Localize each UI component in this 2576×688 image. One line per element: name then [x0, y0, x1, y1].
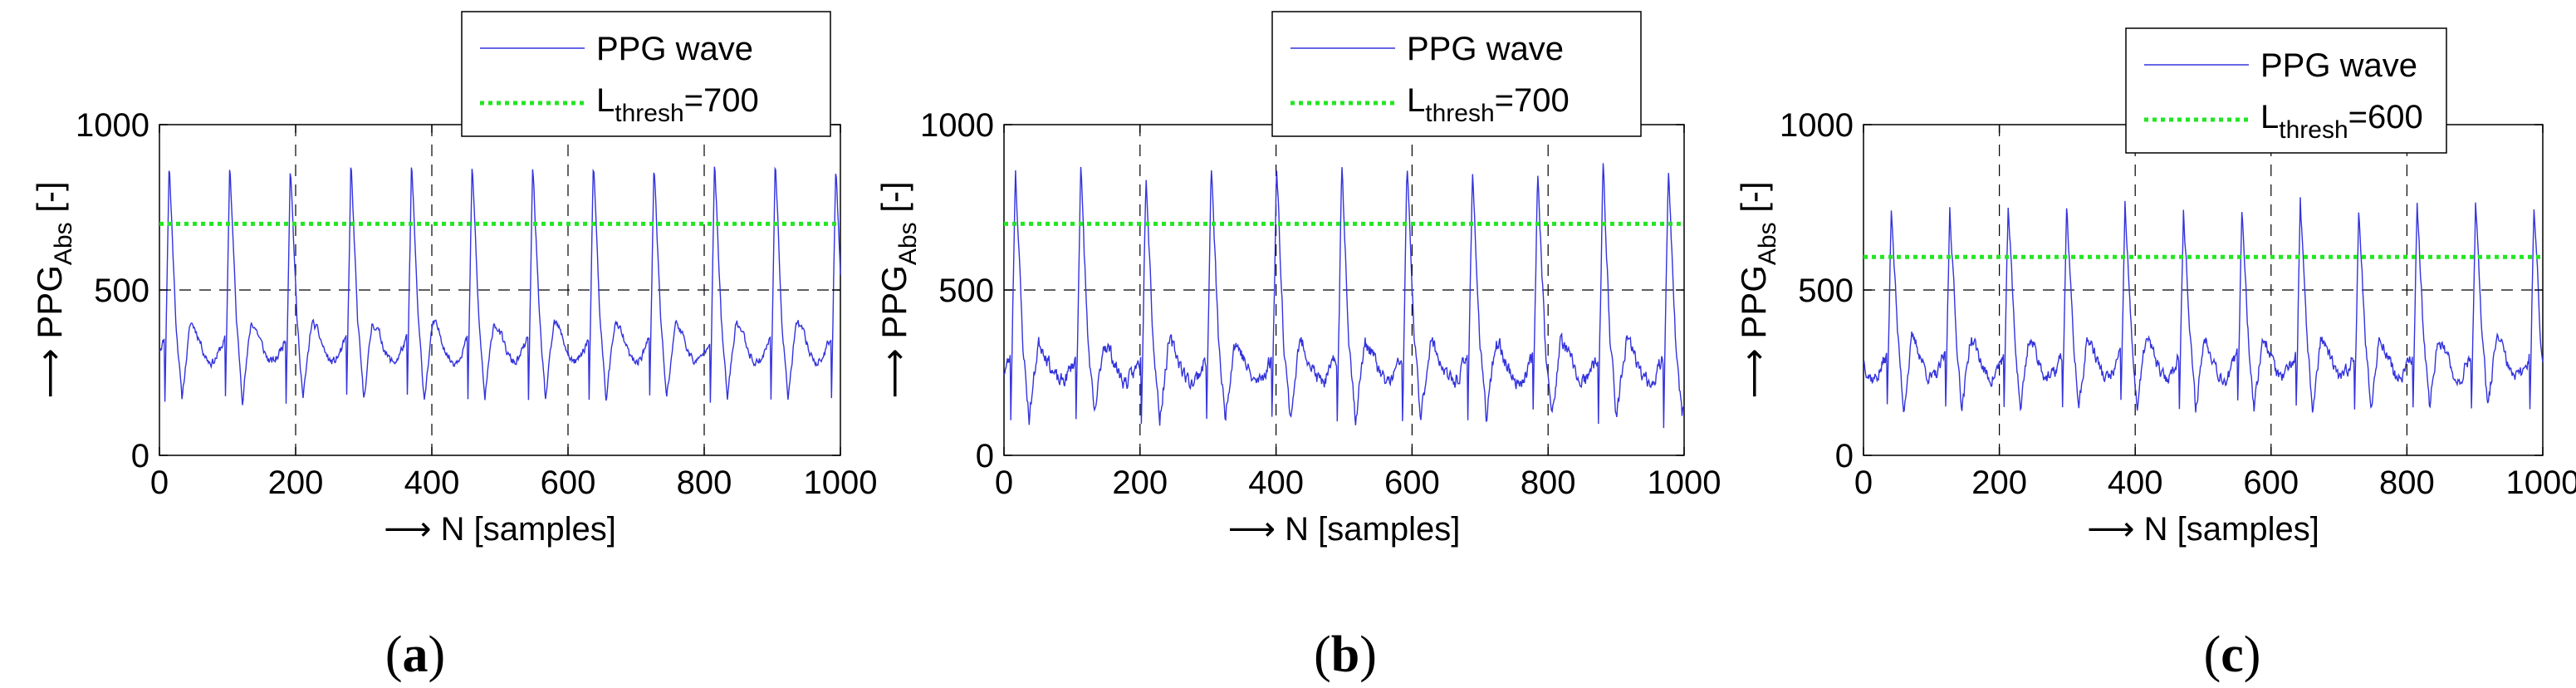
y-tick-label: 1000: [920, 107, 994, 144]
y-tick-label: 0: [131, 438, 149, 474]
ppg-wave-line: [1003, 163, 1685, 429]
x-tick-label: 0: [1854, 464, 1873, 501]
y-axis-label: ⟶ PPGAbs [-]: [30, 181, 77, 398]
y-tick-label: 500: [1798, 273, 1854, 309]
panel-label-open: (: [2204, 627, 2221, 683]
y-axis-label-subscript: Abs: [894, 222, 922, 265]
legend-box: [461, 11, 831, 137]
legend-threshold-subscript: thresh: [2279, 116, 2348, 144]
legend-threshold-subscript: thresh: [615, 100, 683, 127]
x-axis-label: ⟶ N [samples]: [1228, 511, 1461, 548]
panel-label-c: (c): [2204, 627, 2261, 683]
ppg-wave-line: [1863, 197, 2544, 413]
ppg-wave-line: [159, 166, 841, 405]
panel-label-b: (b): [1314, 627, 1377, 683]
x-tick-label: 0: [150, 464, 169, 501]
y-axis-label-main: PPG: [1734, 265, 1773, 339]
x-tick-label: 1000: [1648, 464, 1721, 501]
legend-wave-label: PPG wave: [1407, 31, 1564, 67]
y-axis-label-main: PPG: [874, 265, 913, 339]
x-tick-label: 600: [2243, 464, 2299, 501]
legend-wave-label: PPG wave: [596, 31, 753, 67]
x-tick-label: 800: [1521, 464, 1576, 501]
x-tick-label: 400: [2108, 464, 2163, 501]
x-axis-label-text: N [samples]: [441, 511, 616, 548]
y-tick-label: 500: [94, 273, 149, 309]
y-axis-label-subscript: Abs: [1754, 222, 1781, 265]
x-axis-label-arrow: ⟶: [1228, 511, 1285, 548]
legend-threshold-label: Lthresh=700: [1407, 82, 1570, 127]
x-tick-label: 400: [404, 464, 460, 501]
x-axis-label-arrow: ⟶: [384, 511, 440, 548]
y-axis-label-unit: [-]: [30, 181, 69, 222]
legend-threshold-label: Lthresh=600: [2260, 99, 2423, 144]
x-axis-label-text: N [samples]: [1285, 511, 1460, 548]
x-tick-label: 0: [995, 464, 1013, 501]
x-tick-label: 1000: [804, 464, 878, 501]
x-tick-label: 400: [1248, 464, 1304, 501]
x-tick-label: 200: [1112, 464, 1168, 501]
x-tick-label: 600: [541, 464, 596, 501]
legend: PPG wave Lthresh=700: [461, 11, 831, 137]
x-tick-label: 200: [1971, 464, 2027, 501]
panel-label-open: (: [385, 627, 403, 683]
y-axis-label-main: PPG: [30, 265, 69, 339]
y-tick-label: 500: [938, 273, 994, 309]
x-tick-label: 200: [268, 464, 324, 501]
y-axis-label-arrow: ⟶: [874, 339, 913, 399]
legend-threshold-suffix: =700: [684, 82, 759, 119]
panel-label-open: (: [1314, 627, 1331, 683]
x-axis-label-arrow: ⟶: [2087, 511, 2143, 548]
panel-label-a: (a): [385, 627, 445, 683]
y-axis-label-arrow: ⟶: [1734, 339, 1773, 399]
legend-threshold-label: Lthresh=700: [596, 82, 759, 127]
x-axis-label: ⟶ N [samples]: [2087, 511, 2319, 548]
x-axis-label: ⟶ N [samples]: [384, 511, 616, 548]
panel-label-letter: c: [2221, 627, 2244, 683]
y-tick-label: 0: [976, 438, 994, 474]
x-tick-label: 1000: [2506, 464, 2576, 501]
x-tick-label: 800: [677, 464, 732, 501]
legend-box: [2125, 27, 2447, 154]
y-tick-label: 1000: [76, 107, 149, 144]
panel-label-close: ): [429, 627, 446, 683]
legend-threshold-suffix: =600: [2348, 99, 2423, 135]
panel-label-letter: a: [403, 627, 429, 683]
legend-box: [1271, 11, 1642, 137]
panel-label-close: ): [1359, 627, 1377, 683]
y-axis-label: ⟶ PPGAbs [-]: [1734, 181, 1781, 398]
legend-threshold-prefix: L: [1407, 82, 1425, 119]
y-tick-label: 0: [1835, 438, 1854, 474]
y-axis-label-unit: [-]: [874, 181, 913, 222]
legend-threshold-prefix: L: [596, 82, 615, 119]
y-axis-label: ⟶ PPGAbs [-]: [874, 181, 922, 398]
y-axis-label-unit: [-]: [1734, 181, 1773, 222]
x-axis-label-text: N [samples]: [2144, 511, 2319, 548]
legend: PPG wave Lthresh=600: [2125, 27, 2447, 154]
x-tick-label: 800: [2379, 464, 2435, 501]
legend-wave-label: PPG wave: [2260, 47, 2417, 84]
y-axis-label-arrow: ⟶: [30, 339, 69, 399]
y-tick-label: 1000: [1780, 107, 1854, 144]
legend-threshold-suffix: =700: [1495, 82, 1570, 119]
x-tick-label: 600: [1384, 464, 1440, 501]
legend-threshold-subscript: thresh: [1425, 100, 1494, 127]
y-axis-label-subscript: Abs: [50, 222, 77, 265]
panel-label-letter: b: [1331, 627, 1359, 683]
legend: PPG wave Lthresh=700: [1271, 11, 1642, 137]
legend-threshold-prefix: L: [2260, 99, 2279, 135]
panel-label-close: ): [2244, 627, 2261, 683]
